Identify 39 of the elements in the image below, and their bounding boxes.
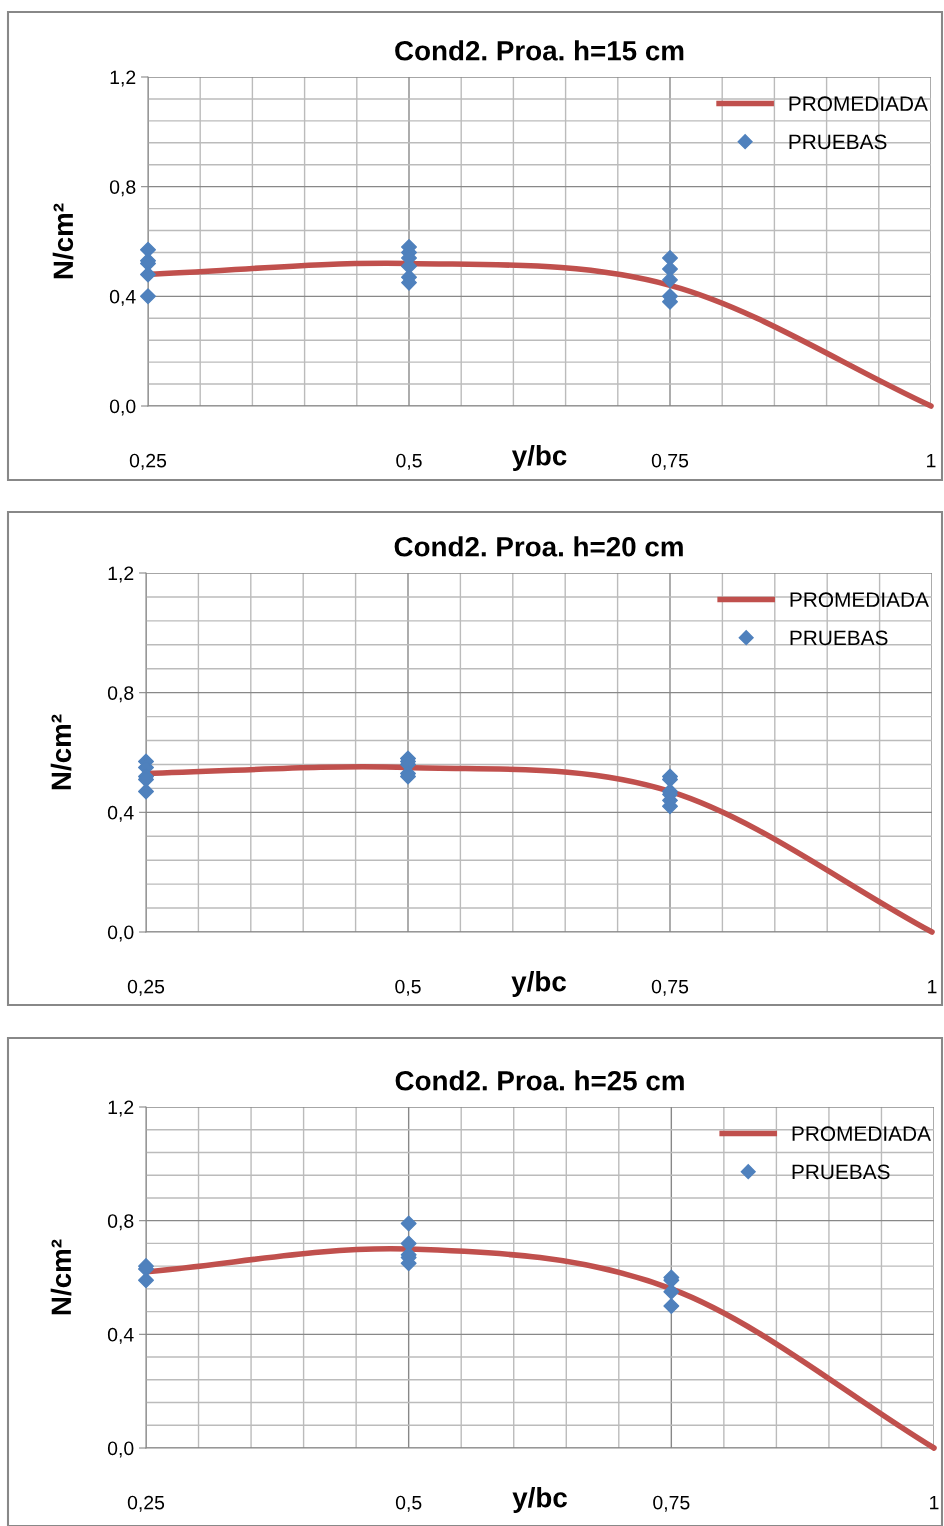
x-tick-label: 0,25 [127, 979, 165, 996]
chart-title: Cond2. Proa. h=15 cm [395, 40, 684, 61]
y-tick-label: 0,8 [109, 180, 136, 197]
y-tick-label: 0,4 [109, 289, 136, 306]
y-tick-label: 0,4 [107, 1327, 134, 1344]
x-axis-title: y/bc [511, 971, 566, 997]
x-tick-label: 1 [928, 979, 937, 994]
y-tick-label: 0,8 [107, 1214, 134, 1231]
y-axis-title: N/cm² [50, 1239, 72, 1315]
y-tick-label: 1,2 [108, 566, 134, 583]
x-tick-label: 0,5 [395, 1495, 422, 1512]
y-axis-title: N/cm² [50, 714, 72, 790]
y-tick-label: 0,4 [107, 805, 134, 822]
chart-title: Cond2. Proa. h=25 cm [395, 1070, 684, 1091]
x-tick-label: 0,5 [396, 453, 422, 470]
x-tick-label: 0,5 [395, 979, 421, 996]
y-tick-label: 0,0 [107, 925, 134, 942]
x-tick-label: 0,25 [129, 453, 167, 470]
y-tick-label: 1,2 [110, 70, 136, 87]
x-tick-label: 0,75 [651, 979, 689, 996]
x-axis-title: y/bc [512, 1487, 567, 1513]
y-tick-label: 0,8 [107, 686, 134, 703]
legend-label: PRUEBAS [789, 134, 887, 150]
x-tick-label: 1 [927, 453, 936, 468]
legend-label: PRUEBAS [790, 630, 888, 646]
y-tick-label: 0,0 [109, 399, 136, 416]
legend-label: PROMEDIADA [789, 96, 928, 112]
legend-label: PRUEBAS [792, 1164, 890, 1180]
x-tick-label: 0,25 [127, 1495, 165, 1512]
legend-label: PROMEDIADA [790, 592, 929, 608]
y-tick-label: 0,0 [107, 1441, 134, 1458]
x-tick-label: 0,75 [653, 1495, 690, 1512]
y-tick-label: 1,2 [108, 1100, 134, 1117]
y-axis-title: N/cm² [52, 203, 74, 279]
x-tick-label: 1 [930, 1495, 939, 1510]
x-axis-title: y/bc [511, 445, 567, 471]
x-tick-label: 0,75 [651, 453, 689, 470]
chart-title: Cond2. Proa. h=20 cm [394, 536, 683, 557]
legend-label: PROMEDIADA [792, 1126, 931, 1142]
